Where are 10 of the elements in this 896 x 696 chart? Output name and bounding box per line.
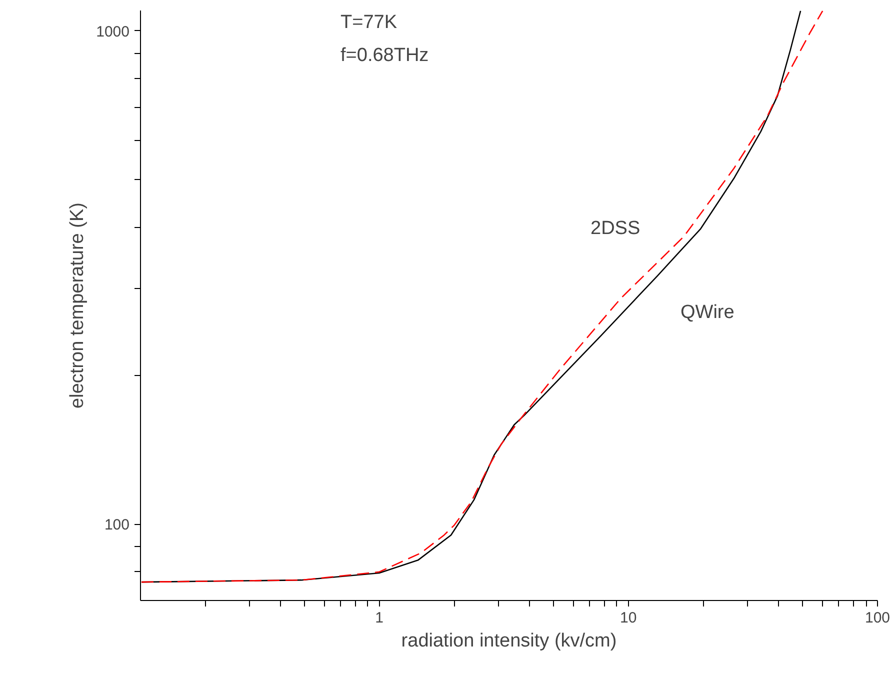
annotation: T=77K [340,12,398,33]
y-axis-title: electron temperature (K) [67,202,88,408]
y-tick-label: 1000 [96,23,130,40]
series-label: 2DSS [590,218,640,239]
x-axis-title: radiation intensity (kv/cm) [401,630,617,652]
x-tick-label: 100 [864,610,890,626]
x-tick-label: 1 [375,610,384,626]
series-label: QWire [680,302,734,323]
annotation: f=0.68THz [340,45,429,66]
x-tick-label: 10 [620,610,637,626]
